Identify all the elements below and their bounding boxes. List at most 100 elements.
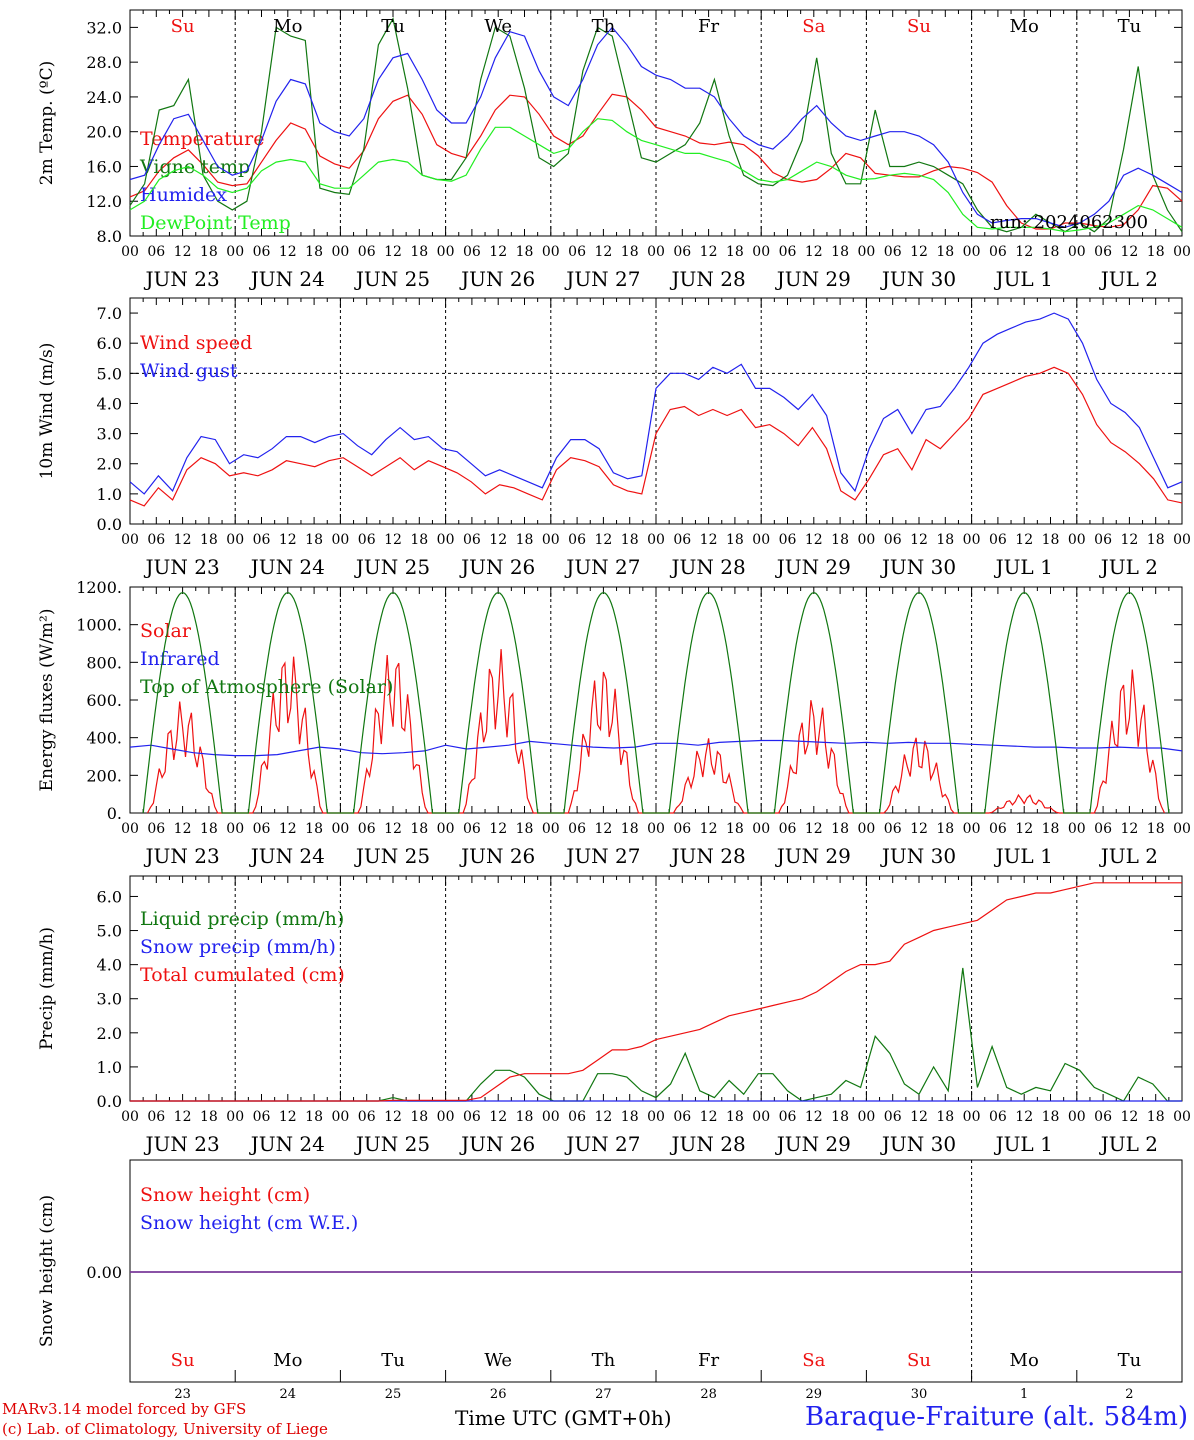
date-label: JUN 23 bbox=[144, 844, 220, 868]
hour-label: 00 bbox=[226, 244, 244, 260]
hour-label: 12 bbox=[805, 821, 823, 837]
hour-label: 18 bbox=[1042, 532, 1060, 548]
hour-label: 18 bbox=[936, 1109, 954, 1125]
hour-label: 12 bbox=[279, 244, 297, 260]
hour-label: 18 bbox=[621, 244, 639, 260]
hour-label: 00 bbox=[542, 244, 560, 260]
hour-label: 18 bbox=[936, 244, 954, 260]
hour-label: 06 bbox=[253, 821, 271, 837]
hour-label: 06 bbox=[253, 532, 271, 548]
series-line bbox=[129, 312, 1183, 495]
hour-label: 00 bbox=[647, 1109, 665, 1125]
y-tick-label: 0.0 bbox=[97, 515, 122, 534]
hour-label: 06 bbox=[147, 244, 165, 260]
hour-label: 12 bbox=[384, 532, 402, 548]
hour-label: 18 bbox=[621, 1109, 639, 1125]
hour-label: 06 bbox=[779, 1109, 797, 1125]
hour-label: 12 bbox=[1120, 1109, 1138, 1125]
hour-label: 00 bbox=[857, 821, 875, 837]
date-label: JUL 2 bbox=[1099, 555, 1158, 579]
hour-label: 00 bbox=[647, 532, 665, 548]
time-axis-label: Time UTC (GMT+0h) bbox=[455, 1406, 672, 1430]
weekday-label: We bbox=[484, 1350, 512, 1371]
hour-label: 06 bbox=[989, 1109, 1007, 1125]
hour-label: 18 bbox=[200, 821, 218, 837]
hour-label: 18 bbox=[621, 821, 639, 837]
date-label: JUN 30 bbox=[880, 844, 956, 868]
hour-label: 06 bbox=[673, 532, 691, 548]
date-label: JUN 24 bbox=[249, 1132, 325, 1156]
hour-label: 18 bbox=[410, 1109, 428, 1125]
hour-label: 18 bbox=[516, 821, 534, 837]
hour-label: 06 bbox=[779, 244, 797, 260]
hour-label: 12 bbox=[1120, 532, 1138, 548]
y-tick-label: 0. bbox=[107, 804, 122, 823]
hour-label: 06 bbox=[463, 1109, 481, 1125]
hour-label: 12 bbox=[174, 1109, 192, 1125]
date-label: JUN 26 bbox=[459, 844, 535, 868]
hour-label: 00 bbox=[1173, 1109, 1191, 1125]
hour-label: 12 bbox=[805, 244, 823, 260]
date-label: JUN 28 bbox=[670, 267, 746, 291]
y-tick-label: 16.0 bbox=[86, 157, 122, 176]
hour-label: 06 bbox=[884, 821, 902, 837]
date-label: JUL 2 bbox=[1099, 1132, 1158, 1156]
weekday-label: Su bbox=[171, 16, 195, 37]
y-tick-label: 800. bbox=[86, 653, 122, 672]
hour-label: 12 bbox=[1015, 821, 1033, 837]
legend-entry: Solar bbox=[140, 620, 192, 642]
date-number-label: 30 bbox=[911, 1387, 928, 1400]
y-tick-label: 0.00 bbox=[86, 1263, 122, 1282]
hour-label: 12 bbox=[700, 1109, 718, 1125]
hour-label: 00 bbox=[752, 1109, 770, 1125]
hour-label: 18 bbox=[726, 821, 744, 837]
hour-label: 06 bbox=[253, 244, 271, 260]
hour-label: 06 bbox=[463, 244, 481, 260]
date-label: JUL 1 bbox=[994, 555, 1053, 579]
hour-label: 18 bbox=[305, 1109, 323, 1125]
date-label: JUN 25 bbox=[354, 1132, 430, 1156]
panel-5: 0.00 Snow height (cm) Snow height (cm) Snow… bbox=[37, 1159, 1183, 1402]
y-tick-label: 5.0 bbox=[97, 922, 122, 941]
hour-label: 00 bbox=[963, 1109, 981, 1125]
hour-label: 18 bbox=[1147, 244, 1165, 260]
panel-2: 0.0 1.0 2.0 3.0 4.0 5.0 6.0 7.0 10m Wind (m/s) Wi… bbox=[37, 297, 1191, 579]
hour-label: 00 bbox=[1173, 244, 1191, 260]
hour-label: 18 bbox=[831, 244, 849, 260]
y-tick-label: 20.0 bbox=[86, 123, 122, 142]
y-tick-label: 12.0 bbox=[86, 192, 122, 211]
date-label: JUN 23 bbox=[144, 267, 220, 291]
date-label: JUN 30 bbox=[880, 267, 956, 291]
hour-label: 06 bbox=[1094, 821, 1112, 837]
date-label: JUN 25 bbox=[354, 844, 430, 868]
date-label: JUN 29 bbox=[775, 1132, 851, 1156]
hour-label: 06 bbox=[884, 532, 902, 548]
legend-entry: Wind gust bbox=[140, 360, 238, 382]
legend-entry: Humidex bbox=[140, 184, 227, 206]
hour-label: 12 bbox=[700, 244, 718, 260]
date-label: JUN 28 bbox=[670, 1132, 746, 1156]
y-tick-label: 3.0 bbox=[97, 990, 122, 1009]
hour-label: 18 bbox=[1147, 1109, 1165, 1125]
weekday-label: Sa bbox=[802, 16, 825, 37]
hour-label: 18 bbox=[936, 532, 954, 548]
hour-label: 00 bbox=[752, 821, 770, 837]
hour-label: 12 bbox=[700, 821, 718, 837]
hour-label: 00 bbox=[1068, 244, 1086, 260]
hour-label: 06 bbox=[989, 244, 1007, 260]
hour-label: 12 bbox=[384, 1109, 402, 1125]
date-label: JUL 1 bbox=[994, 844, 1053, 868]
hour-label: 18 bbox=[410, 244, 428, 260]
weekday-label: Fr bbox=[698, 1350, 719, 1371]
weekday-label: Mo bbox=[273, 1350, 302, 1371]
hour-label: 12 bbox=[489, 532, 507, 548]
legend-entry: Total cumulated (cm) bbox=[140, 964, 345, 986]
hour-label: 12 bbox=[910, 821, 928, 837]
hour-label: 06 bbox=[989, 532, 1007, 548]
date-label: JUN 29 bbox=[775, 844, 851, 868]
series-line bbox=[129, 118, 1183, 233]
y-tick-label: 5.0 bbox=[97, 364, 122, 383]
series-line bbox=[129, 739, 1183, 757]
hour-label: 06 bbox=[673, 1109, 691, 1125]
hour-label: 06 bbox=[358, 532, 376, 548]
